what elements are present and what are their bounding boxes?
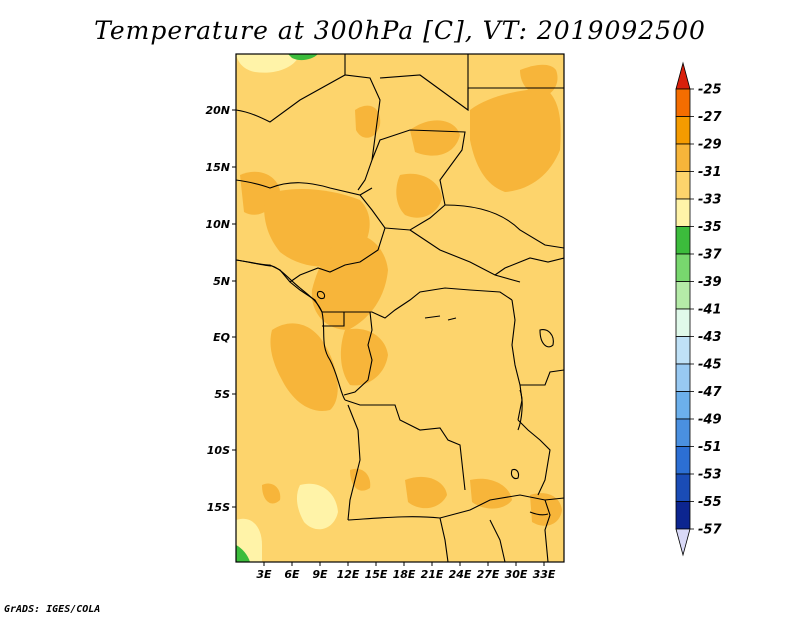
country-borders (236, 54, 564, 562)
lon-label: 15E (365, 568, 388, 581)
lat-label: 5N (213, 275, 230, 288)
lon-label: 27E (477, 568, 500, 581)
colorbar-swatch (675, 253, 691, 282)
colorbar-swatch (675, 171, 691, 200)
colorbar-swatch (675, 418, 691, 447)
colorbar-swatch (675, 198, 691, 227)
colorbar-swatch (675, 336, 691, 365)
colorbar-swatch (675, 143, 691, 172)
lon-ticks (263, 562, 545, 566)
lon-label: 9E (312, 568, 328, 581)
colorbar: -25 -27 -29 -31 -33 -35 -37 -39 -41 -43 -45 -47 -49 -… (675, 61, 722, 557)
lat-label: 10S (207, 444, 230, 457)
colorbar-label: -35 (698, 220, 722, 235)
colorbar-label: -29 (698, 138, 722, 153)
colorbar-label: -39 (698, 275, 722, 290)
lon-label: 24E (449, 568, 472, 581)
lat-label: 15S (207, 501, 230, 514)
lat-label: 5S (214, 388, 230, 401)
lon-label: 3E (256, 568, 272, 581)
lon-labels: 3E 6E 9E 12E 15E 18E 21E 24E 27E 30E 33E (256, 568, 555, 581)
lake-outlines (316, 290, 554, 516)
lat-label: 20N (205, 104, 230, 117)
lon-label: 18E (393, 568, 416, 581)
colorbar-label: -53 (698, 468, 722, 483)
lon-label: 21E (421, 568, 444, 581)
lat-label: 15N (205, 161, 230, 174)
lon-label: 30E (505, 568, 528, 581)
colorbar-swatch (675, 308, 691, 337)
colorbar-swatch (675, 446, 691, 475)
map-title: Temperature at 300hPa [C], VT: 201909250… (94, 16, 706, 45)
colorbar-label: -51 (698, 440, 722, 455)
lat-label: EQ (213, 331, 230, 344)
colorbar-label: -45 (698, 358, 722, 373)
colorbar-swatch (675, 391, 691, 420)
colorbar-label: -57 (698, 523, 722, 538)
colorbar-bottom-arrow (675, 528, 691, 557)
map-area: 20N 15N 10N 5N EQ 5S 10S 15S 3E 6E 9E 12… (205, 53, 565, 581)
colorbar-label: -41 (698, 303, 722, 318)
colorbar-label: -37 (698, 248, 722, 263)
lon-label: 6E (284, 568, 300, 581)
colorbar-label: -27 (698, 110, 722, 125)
colorbar-label: -55 (698, 495, 722, 510)
colorbar-swatch (675, 88, 691, 117)
lon-label: 12E (337, 568, 360, 581)
footer-credit: GrADS: IGES/COLA (4, 604, 101, 615)
colorbar-label: -33 (698, 193, 722, 208)
map-frame (235, 53, 565, 563)
colorbar-swatch (675, 501, 691, 530)
colorbar-label: -49 (698, 413, 722, 428)
colorbar-swatch (675, 363, 691, 392)
colorbar-label: -31 (698, 165, 722, 180)
lat-label: 10N (205, 218, 230, 231)
colorbar-swatch (675, 473, 691, 502)
colorbar-swatch (675, 116, 691, 145)
lat-labels: 20N 15N 10N 5N EQ 5S 10S 15S (205, 104, 230, 514)
temperature-field-patches (236, 54, 562, 562)
colorbar-swatch (675, 226, 691, 255)
colorbar-label: -25 (698, 83, 722, 98)
lat-ticks (232, 109, 236, 508)
colorbar-label: -47 (698, 385, 722, 400)
colorbar-swatch (675, 281, 691, 310)
colorbar-label: -43 (698, 330, 722, 345)
colorbar-top-arrow (675, 61, 691, 90)
lon-label: 33E (533, 568, 556, 581)
